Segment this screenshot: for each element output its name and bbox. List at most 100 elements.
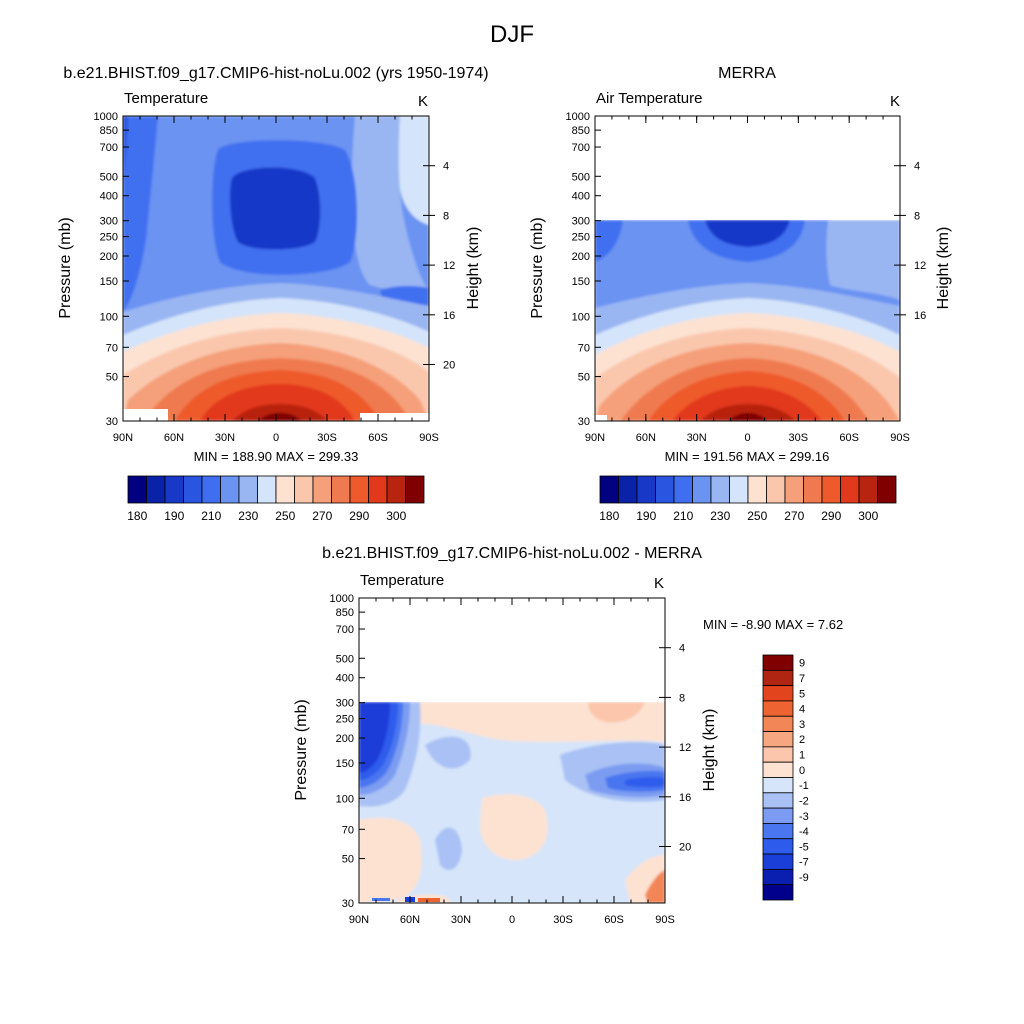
colorbar-label: -5 [799, 841, 809, 853]
panel-obs-y2label: Height (km) [935, 227, 952, 310]
y-tick-label: 150 [100, 276, 118, 288]
panel-obs-left-string: Air Temperature [596, 90, 702, 107]
x-tick-label: 90S [655, 914, 675, 926]
colorbar-box [692, 475, 712, 504]
panel-model-left-string: Temperature [124, 90, 208, 107]
panel-obs-field [595, 116, 900, 421]
colorbar-label: 210 [673, 509, 693, 523]
colorbar-label: 300 [858, 509, 878, 523]
colorbar-label: 3 [799, 719, 805, 731]
colorbar-box [762, 746, 794, 763]
y2-tick-label: 12 [914, 260, 926, 272]
y-tick-label: 850 [100, 125, 118, 137]
colorbar-box [821, 475, 841, 504]
colorbar-label: -2 [799, 795, 809, 807]
colorbar-label: 290 [349, 509, 369, 523]
x-tick-label: 30S [789, 432, 809, 444]
x-tick-label: 60N [400, 914, 420, 926]
y-tick-label: 70 [578, 342, 590, 354]
y-tick-label: 400 [572, 191, 590, 203]
colorbar-label: 4 [799, 704, 805, 716]
y-tick-label: 300 [100, 216, 118, 228]
y-tick-label: 850 [572, 125, 590, 137]
y-tick-label: 1000 [330, 593, 354, 605]
x-tick-label: 90N [585, 432, 605, 444]
colorbar-label: 290 [821, 509, 841, 523]
y2-tick-label: 12 [679, 742, 691, 754]
panel-model-field [123, 116, 429, 421]
colorbar-box [762, 761, 794, 778]
y-tick-label: 250 [100, 232, 118, 244]
y2-tick-label: 20 [443, 360, 455, 372]
panel-difference-left-string: Temperature [360, 572, 444, 589]
x-tick-label: 90N [349, 914, 369, 926]
colorbar-box [840, 475, 860, 504]
colorbar-label: 230 [238, 509, 258, 523]
y-tick-label: 50 [342, 854, 354, 866]
colorbar-box [766, 475, 786, 504]
y2-tick-label: 12 [443, 260, 455, 272]
figure-title: DJF [490, 21, 534, 48]
x-tick-label: 60S [368, 432, 388, 444]
y-tick-label: 500 [100, 171, 118, 183]
colorbar-label: 250 [275, 509, 295, 523]
colorbar-box [201, 475, 221, 504]
colorbar-box [636, 475, 656, 504]
colorbar-label: -3 [799, 811, 809, 823]
panel-model-colorbar: 180 190 210 230 250 270 290 300 [127, 475, 425, 523]
colorbar-box [747, 475, 767, 504]
colorbar-box [858, 475, 878, 504]
colorbar-label: 0 [799, 765, 805, 777]
colorbar-label: 9 [799, 658, 805, 670]
colorbar-box [294, 475, 314, 504]
y-tick-label: 30 [106, 416, 118, 428]
colorbar-box [762, 731, 794, 748]
x-tick-label: 60N [164, 432, 184, 444]
x-tick-label: 0 [509, 914, 515, 926]
x-tick-label: 30S [553, 914, 573, 926]
x-tick-label: 0 [744, 432, 750, 444]
y-tick-label: 50 [578, 372, 590, 384]
colorbar-label: 270 [312, 509, 332, 523]
colorbar-box [710, 475, 730, 504]
colorbar-label: 210 [201, 509, 221, 523]
colorbar-box [762, 884, 794, 901]
x-tick-label: 90S [419, 432, 439, 444]
y2-tick-label: 20 [679, 842, 691, 854]
colorbar-box [762, 807, 794, 824]
y-tick-label: 850 [336, 607, 354, 619]
colorbar-box [762, 838, 794, 855]
y-tick-label: 1000 [94, 111, 118, 123]
panel-obs-colorbar: 180 190 210 230 250 270 290 300 [599, 475, 897, 523]
colorbar-box [127, 475, 147, 504]
colorbar-box [803, 475, 823, 504]
colorbar-box [762, 654, 794, 671]
colorbar-box [312, 475, 332, 504]
colorbar-box [762, 715, 794, 732]
y-tick-label: 400 [100, 191, 118, 203]
colorbar-box [762, 792, 794, 809]
y2-tick-label: 4 [679, 643, 685, 655]
colorbar-box [762, 868, 794, 886]
colorbar-box [386, 475, 406, 504]
colorbar-label: 300 [386, 509, 406, 523]
panel-model-ylabel: Pressure (mb) [57, 217, 74, 318]
x-tick-label: 90S [890, 432, 910, 444]
colorbar-box [220, 475, 240, 504]
panel-obs-title: MERRA [718, 65, 776, 82]
y-tick-label: 700 [100, 142, 118, 154]
y-tick-label: 200 [572, 251, 590, 263]
x-tick-label: 30N [687, 432, 707, 444]
y-tick-label: 500 [336, 653, 354, 665]
y-tick-label: 100 [100, 311, 118, 323]
colorbar-box [238, 475, 258, 504]
y2-tick-label: 16 [443, 310, 455, 322]
y-tick-label: 400 [336, 673, 354, 685]
panel-difference-right-string: K [654, 575, 664, 592]
panel-model-right-string: K [418, 93, 428, 110]
y-tick-label: 70 [342, 824, 354, 836]
colorbar-box [183, 475, 203, 504]
colorbar-box [599, 475, 619, 504]
x-tick-label: 30S [317, 432, 337, 444]
